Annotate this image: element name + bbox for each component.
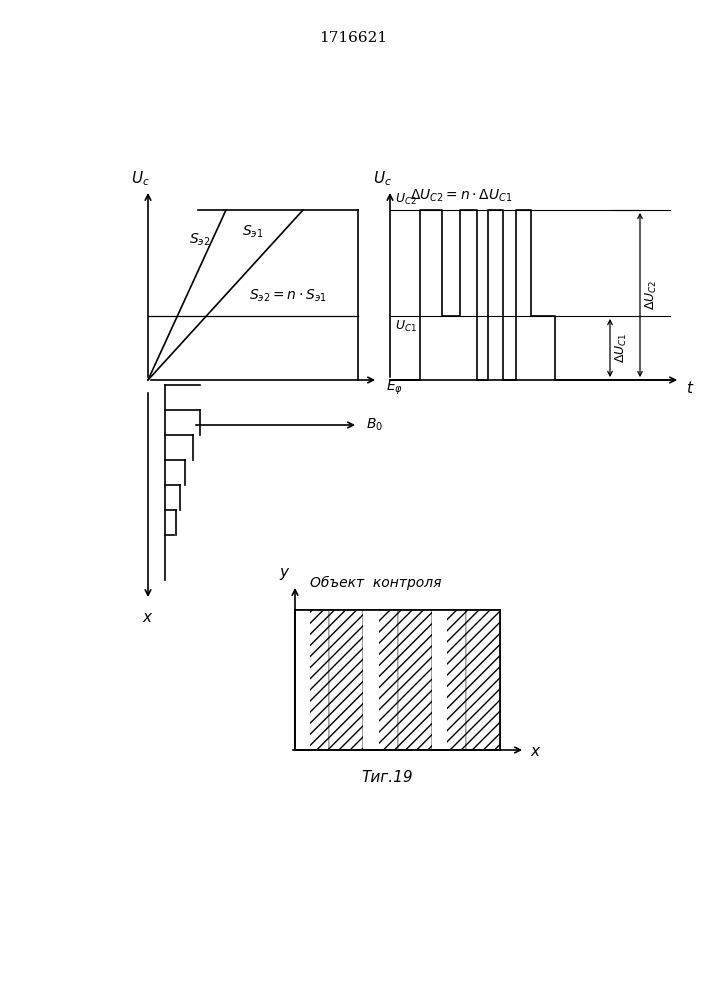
Bar [397, 610, 432, 750]
Text: $S_{э2}$: $S_{э2}$ [189, 232, 211, 248]
Text: $E_\varphi$: $E_\varphi$ [386, 379, 403, 397]
Text: $U_c$: $U_c$ [373, 169, 392, 188]
Text: $t$: $t$ [686, 380, 694, 396]
Text: $\Delta U_{C1}$: $\Delta U_{C1}$ [614, 333, 629, 363]
Bar [329, 610, 363, 750]
Bar [295, 610, 329, 750]
Text: $\Delta U_{C2}$: $\Delta U_{C2}$ [644, 280, 659, 310]
Bar [363, 610, 379, 750]
Text: $\Delta U_{C2}=n\cdot\Delta U_{C1}$: $\Delta U_{C2}=n\cdot\Delta U_{C1}$ [410, 188, 513, 204]
Text: $x$: $x$ [530, 744, 542, 760]
Text: Τиг.19: Τиг.19 [362, 770, 414, 786]
Text: $S_{э2}=n\cdot S_{э1}$: $S_{э2}=n\cdot S_{э1}$ [249, 288, 327, 304]
Bar [432, 610, 466, 750]
Bar [295, 610, 500, 750]
Text: 1716621: 1716621 [319, 31, 387, 45]
Bar [363, 610, 397, 750]
Text: $S_{э1}$: $S_{э1}$ [243, 224, 264, 240]
Bar [432, 610, 447, 750]
Bar [295, 610, 310, 750]
Text: $U_{C1}$: $U_{C1}$ [395, 319, 417, 334]
Bar [295, 610, 500, 750]
Text: $U_c$: $U_c$ [131, 169, 149, 188]
Text: $y$: $y$ [279, 566, 291, 582]
Text: $x$: $x$ [142, 610, 154, 625]
Text: $U_{C2}$: $U_{C2}$ [395, 192, 417, 207]
Text: Объект  контроля: Объект контроля [310, 576, 441, 590]
Text: $B_0$: $B_0$ [366, 417, 383, 433]
Bar [466, 610, 500, 750]
